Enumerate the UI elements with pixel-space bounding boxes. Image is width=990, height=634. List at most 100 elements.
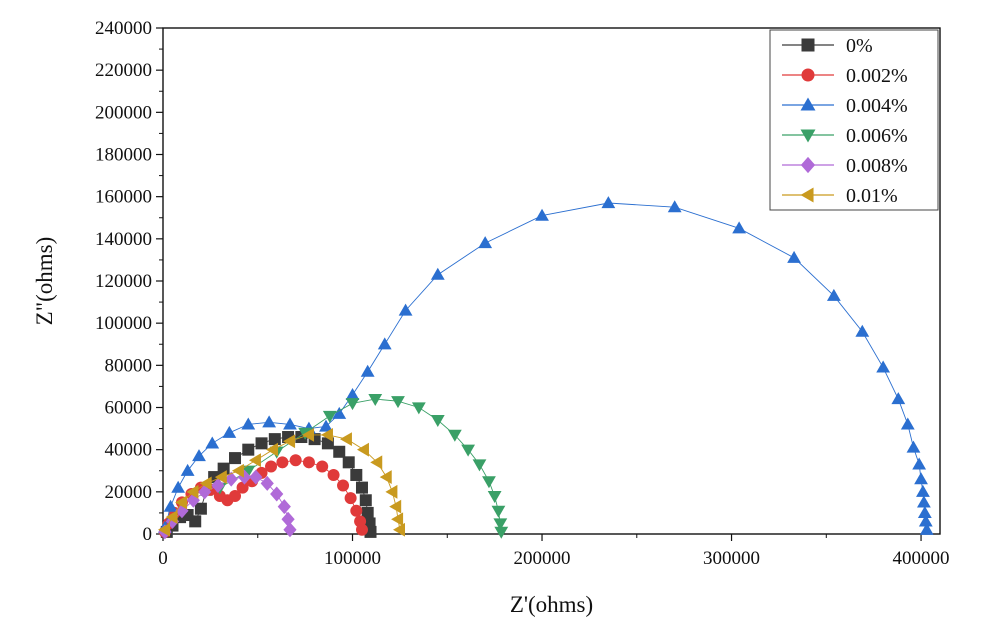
legend-entry-1: 0.002%: [782, 65, 908, 87]
legend-box: [769, 29, 939, 211]
data-point: [332, 406, 347, 419]
axes: 0 20000 40000 60000 80000 100000 120000 140000 1…: [95, 18, 950, 569]
data-point: [601, 196, 616, 209]
data-point: [337, 479, 350, 492]
data-point: [494, 526, 509, 539]
data-point: [430, 415, 445, 428]
data-point: [391, 396, 405, 409]
data-point: [199, 476, 212, 491]
data-point: [917, 506, 932, 519]
data-point: [345, 387, 360, 400]
legend-label: 0.002%: [846, 65, 908, 87]
legend-marker: [801, 68, 815, 82]
legend-label: 0.004%: [846, 95, 908, 117]
data-point: [350, 504, 363, 517]
y-tick-label: 160000: [95, 187, 152, 208]
data-point: [891, 392, 906, 405]
y-tick-label: 180000: [95, 145, 152, 166]
data-point: [249, 469, 263, 485]
data-point: [916, 495, 931, 508]
data-point: [192, 449, 206, 462]
y-tick-label: 120000: [95, 271, 152, 292]
data-point: [320, 428, 333, 442]
data-point: [912, 457, 927, 470]
x-axis-title: Z'(ohms): [510, 592, 593, 617]
series-3: [212, 393, 509, 539]
data-point: [266, 442, 279, 457]
data-point: [276, 456, 289, 469]
data-point: [360, 364, 375, 377]
y-tick-label: 40000: [105, 440, 153, 461]
data-point: [319, 419, 333, 432]
data-point: [316, 460, 329, 473]
data-point: [667, 200, 682, 213]
data-point: [222, 425, 237, 438]
data-point: [344, 492, 357, 505]
data-point: [493, 518, 508, 531]
y-tick-label: 80000: [105, 355, 153, 376]
legend-marker: [800, 187, 814, 203]
data-point: [157, 522, 170, 537]
x-tick-label: 300000: [703, 548, 760, 569]
data-point: [478, 236, 493, 249]
data-point: [385, 484, 398, 499]
data-point: [241, 465, 256, 478]
data-point: [211, 478, 225, 494]
x-tick-label: 200000: [514, 548, 571, 569]
y-tick-label: 60000: [105, 398, 153, 419]
legend-marker: [800, 129, 816, 143]
data-point: [248, 453, 261, 468]
data-point: [491, 505, 506, 518]
y-axis-title: Z"(ohms): [32, 237, 57, 326]
data-point: [855, 324, 870, 337]
data-point: [919, 522, 934, 535]
data-point: [345, 398, 360, 411]
data-point: [231, 463, 244, 478]
data-point: [224, 471, 238, 487]
data-point: [302, 428, 315, 442]
data-point: [342, 456, 355, 469]
data-point: [906, 440, 921, 453]
data-point: [262, 415, 277, 428]
data-point: [236, 481, 249, 494]
data-point: [361, 506, 374, 519]
legend-label: 0%: [846, 35, 873, 57]
legend-entry-3: 0.006%: [782, 125, 908, 147]
data-point: [281, 511, 295, 527]
y-tick-label: 140000: [95, 229, 152, 250]
data-point: [377, 337, 392, 350]
data-point: [268, 433, 281, 446]
data-point: [826, 288, 841, 301]
data-point: [283, 434, 296, 449]
y-tick-label: 0: [143, 524, 153, 545]
data-point: [482, 476, 496, 489]
data-point: [379, 470, 392, 484]
data-point: [392, 522, 405, 537]
legend-label: 0.006%: [846, 125, 908, 147]
data-point: [171, 480, 186, 493]
data-point: [356, 442, 369, 457]
data-point: [260, 475, 274, 491]
series-2: [157, 196, 934, 535]
data-point: [175, 495, 188, 510]
legend-entry-5: 0.01%: [782, 185, 898, 207]
legend-entry-2: 0.004%: [782, 95, 908, 117]
data-point: [327, 468, 340, 481]
x-tick-label: 100000: [324, 548, 381, 569]
data-point: [255, 437, 268, 450]
legend-marker: [800, 156, 816, 174]
data-point: [876, 360, 891, 373]
data-point: [355, 481, 368, 494]
legend-label: 0.01%: [846, 185, 898, 207]
data-point: [229, 490, 242, 503]
data-point: [398, 303, 413, 316]
data-point: [430, 267, 445, 280]
data-point: [289, 454, 302, 467]
data-point: [277, 499, 291, 515]
data-point: [229, 452, 242, 465]
data-point: [350, 468, 363, 481]
data-point: [487, 490, 502, 503]
data-point: [180, 463, 195, 476]
data-point: [787, 250, 801, 263]
